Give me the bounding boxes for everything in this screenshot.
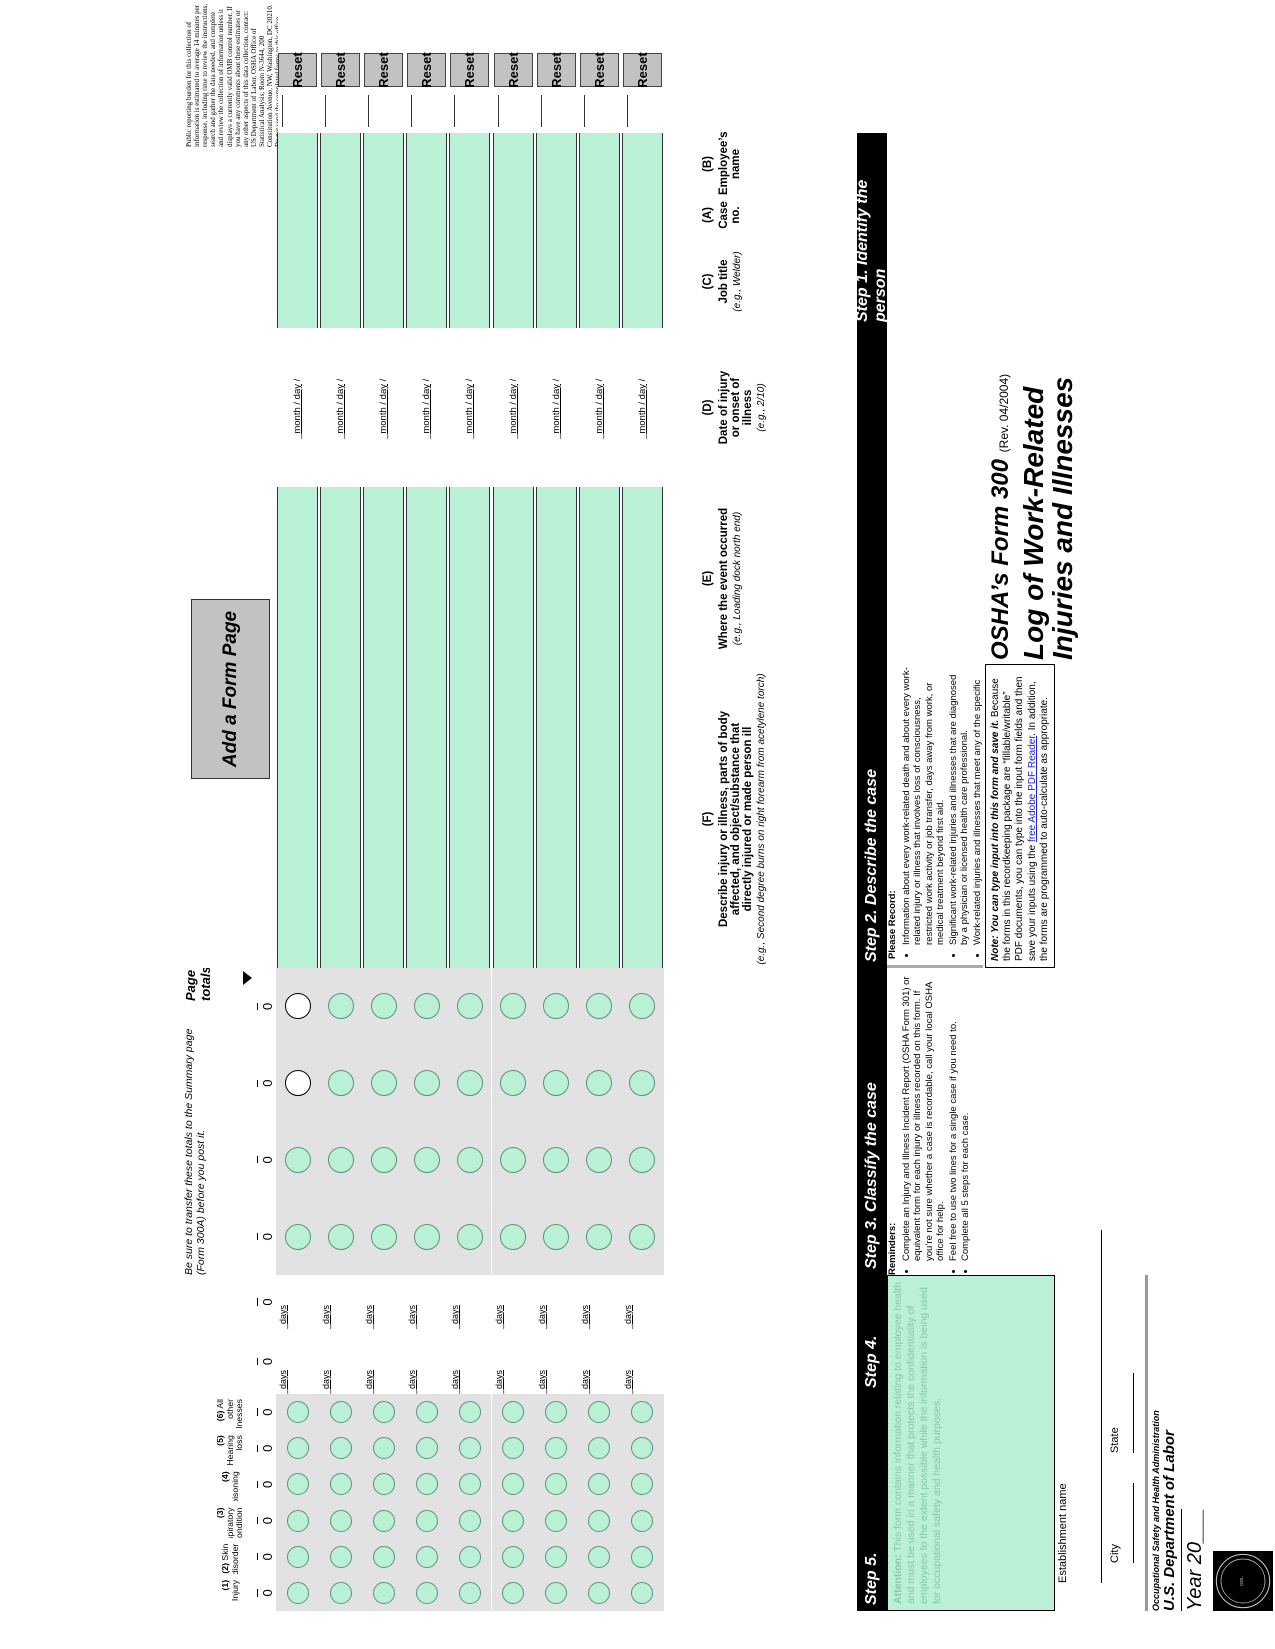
svg-text:DOL: DOL <box>1239 1576 1244 1586</box>
